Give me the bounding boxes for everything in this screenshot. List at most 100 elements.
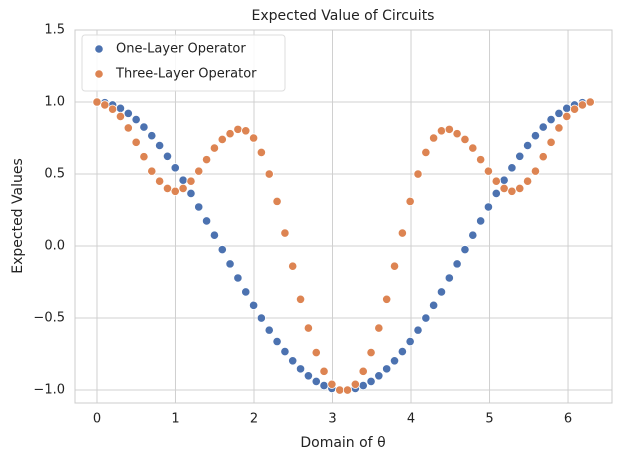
point [397, 346, 407, 357]
x-tick-label: 4 [407, 412, 415, 427]
point [288, 356, 298, 366]
point [123, 123, 133, 133]
point [162, 151, 173, 161]
point [139, 122, 149, 132]
point [155, 140, 165, 151]
y-tick-label: 0.5 [44, 167, 65, 182]
point [452, 259, 462, 269]
y-tick-label: 0.0 [44, 239, 65, 254]
point [311, 347, 321, 358]
legend-label: One-Layer Operator [116, 42, 246, 57]
point [225, 129, 235, 139]
point [538, 152, 548, 162]
point [515, 151, 525, 161]
point [476, 155, 486, 165]
point [186, 176, 196, 186]
point [201, 216, 212, 226]
point [241, 287, 251, 297]
point [483, 202, 494, 212]
legend: One-Layer Operator Three-Layer Operator [81, 34, 286, 92]
y-tick-label: −1.0 [33, 383, 65, 398]
point [186, 188, 196, 199]
point [546, 114, 556, 125]
x-tick-label: 6 [564, 412, 572, 427]
point [147, 131, 157, 141]
point [507, 163, 517, 173]
point [155, 176, 165, 186]
point [405, 336, 415, 347]
point [249, 300, 259, 310]
point [538, 122, 548, 132]
point [303, 323, 314, 333]
point [295, 364, 306, 374]
point [335, 385, 345, 395]
point [194, 166, 204, 176]
x-axis-label: Domain of θ [300, 435, 385, 451]
point [358, 380, 368, 391]
point [530, 131, 541, 141]
point [272, 336, 282, 347]
point [342, 385, 353, 395]
point [162, 183, 173, 194]
point [366, 347, 376, 358]
point [562, 103, 572, 113]
y-tick-label: 1.0 [44, 95, 65, 110]
legend-marker [94, 69, 104, 79]
point [374, 323, 384, 333]
point [468, 143, 478, 153]
point [115, 103, 126, 113]
point [562, 111, 572, 122]
point [366, 376, 376, 386]
point [131, 137, 141, 147]
point [523, 176, 533, 186]
point [178, 183, 188, 194]
point [483, 166, 494, 176]
y-axis-label: Expected Values [10, 158, 26, 274]
point [491, 188, 501, 199]
point [460, 245, 470, 255]
point [217, 134, 227, 145]
x-tick-label: 5 [485, 412, 493, 427]
point [115, 111, 126, 122]
point [100, 100, 110, 110]
point [288, 261, 298, 271]
point [499, 175, 509, 185]
point [577, 100, 588, 110]
point [319, 366, 329, 376]
y-tick-label: −0.5 [33, 311, 65, 326]
point [382, 364, 392, 374]
point [319, 380, 329, 391]
point [209, 143, 220, 153]
point [476, 216, 486, 226]
point [382, 294, 392, 304]
point [374, 371, 384, 381]
point [507, 186, 517, 196]
legend-box [81, 34, 286, 92]
point [429, 133, 439, 143]
point [225, 259, 235, 269]
point [569, 104, 580, 114]
point [303, 371, 314, 381]
point [295, 294, 306, 304]
legend-label: Three-Layer Operator [115, 67, 257, 82]
point [585, 97, 595, 107]
point [233, 124, 243, 134]
point [249, 133, 259, 143]
point [421, 147, 431, 158]
point [444, 273, 454, 283]
point [123, 108, 133, 118]
point [256, 313, 266, 323]
point [178, 175, 188, 185]
point [350, 379, 360, 389]
x-tick-label: 1 [171, 412, 179, 427]
point [523, 140, 533, 151]
point [217, 245, 227, 255]
x-tick-label: 0 [93, 412, 101, 427]
point [358, 366, 368, 376]
point [389, 261, 400, 271]
point [429, 300, 439, 310]
point [436, 126, 447, 136]
point [201, 155, 212, 165]
point [256, 147, 266, 158]
